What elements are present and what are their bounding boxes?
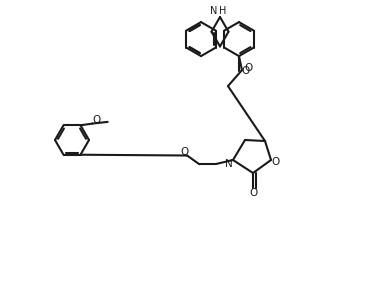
Text: O: O [245,63,253,73]
Text: N: N [225,159,233,169]
Text: O: O [92,115,100,124]
Text: O: O [272,157,280,167]
Text: H: H [219,6,227,16]
Text: O: O [249,188,257,198]
Text: O: O [242,66,250,75]
Text: N: N [210,6,217,16]
Text: O: O [180,147,188,156]
